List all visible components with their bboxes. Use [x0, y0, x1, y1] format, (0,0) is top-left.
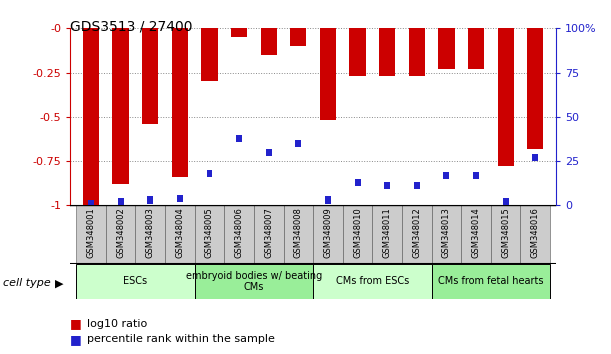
Text: GSM348016: GSM348016: [531, 207, 540, 258]
Text: GSM348009: GSM348009: [323, 207, 332, 258]
Bar: [76, 205, 106, 264]
Text: GSM348007: GSM348007: [264, 207, 273, 258]
Bar: [521, 205, 550, 264]
Bar: [83, 28, 99, 205]
Text: GSM348013: GSM348013: [442, 207, 451, 258]
Text: GSM348015: GSM348015: [501, 207, 510, 258]
Bar: [532, 154, 538, 161]
Bar: [266, 149, 272, 156]
Bar: [207, 170, 213, 177]
Text: GSM348012: GSM348012: [412, 207, 422, 258]
Bar: [88, 200, 94, 207]
Text: GSM348006: GSM348006: [235, 207, 244, 258]
Bar: [431, 205, 461, 264]
Bar: [290, 28, 307, 46]
Bar: [195, 264, 313, 299]
Text: ▶: ▶: [55, 278, 64, 288]
Text: GSM348014: GSM348014: [472, 207, 480, 258]
Bar: [384, 182, 390, 189]
Text: GSM348001: GSM348001: [87, 207, 95, 258]
Bar: [254, 205, 284, 264]
Bar: [343, 205, 372, 264]
Bar: [260, 28, 277, 55]
Bar: [491, 205, 521, 264]
Text: percentile rank within the sample: percentile rank within the sample: [87, 334, 275, 344]
Bar: [313, 264, 431, 299]
Text: GSM348004: GSM348004: [175, 207, 185, 258]
Text: ■: ■: [70, 333, 82, 346]
Text: GSM348002: GSM348002: [116, 207, 125, 258]
Bar: [349, 28, 366, 76]
Bar: [76, 264, 195, 299]
Text: ESCs: ESCs: [123, 276, 147, 286]
Bar: [503, 198, 508, 205]
Text: cell type: cell type: [3, 278, 51, 288]
Bar: [147, 196, 153, 204]
Bar: [461, 205, 491, 264]
Bar: [468, 28, 484, 69]
Bar: [354, 179, 360, 186]
Text: GDS3513 / 27400: GDS3513 / 27400: [70, 19, 192, 34]
Bar: [372, 205, 402, 264]
Bar: [142, 28, 158, 124]
Bar: [438, 28, 455, 69]
Bar: [231, 28, 247, 37]
Bar: [236, 135, 242, 142]
Bar: [202, 28, 218, 81]
Bar: [172, 28, 188, 177]
Bar: [136, 205, 165, 264]
Bar: [409, 28, 425, 76]
Text: GSM348005: GSM348005: [205, 207, 214, 258]
Bar: [224, 205, 254, 264]
Bar: [379, 28, 395, 76]
Text: CMs from ESCs: CMs from ESCs: [336, 276, 409, 286]
Text: embryoid bodies w/ beating
CMs: embryoid bodies w/ beating CMs: [186, 270, 322, 292]
Bar: [295, 140, 301, 147]
Text: GSM348011: GSM348011: [382, 207, 392, 258]
Bar: [106, 205, 136, 264]
Text: GSM348010: GSM348010: [353, 207, 362, 258]
Bar: [313, 205, 343, 264]
Text: GSM348003: GSM348003: [146, 207, 155, 258]
Bar: [497, 28, 514, 166]
Bar: [112, 28, 129, 184]
Bar: [284, 205, 313, 264]
Text: CMs from fetal hearts: CMs from fetal hearts: [438, 276, 544, 286]
Bar: [320, 28, 336, 120]
Bar: [165, 205, 195, 264]
Text: ■: ■: [70, 318, 82, 330]
Bar: [177, 195, 183, 202]
Bar: [414, 182, 420, 189]
Bar: [527, 28, 543, 149]
Bar: [444, 172, 449, 179]
Bar: [118, 198, 123, 205]
Bar: [431, 264, 550, 299]
Text: GSM348008: GSM348008: [294, 207, 303, 258]
Text: log10 ratio: log10 ratio: [87, 319, 148, 329]
Bar: [325, 196, 331, 204]
Bar: [402, 205, 431, 264]
Bar: [473, 172, 479, 179]
Bar: [195, 205, 224, 264]
